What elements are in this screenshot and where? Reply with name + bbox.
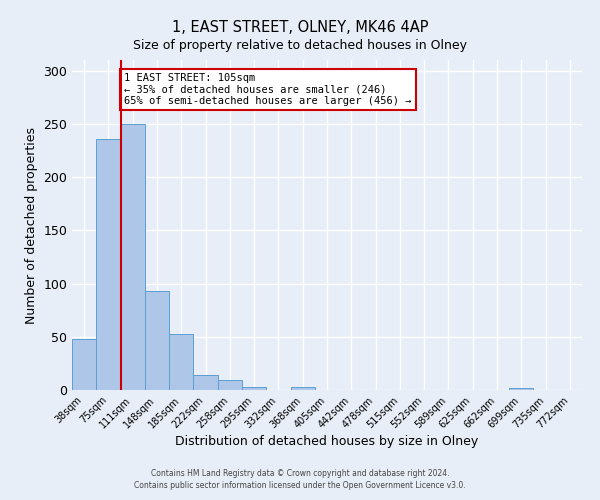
Text: Contains HM Land Registry data © Crown copyright and database right 2024.
Contai: Contains HM Land Registry data © Crown c…: [134, 468, 466, 490]
X-axis label: Distribution of detached houses by size in Olney: Distribution of detached houses by size …: [175, 436, 479, 448]
Bar: [121, 124, 145, 390]
Bar: [218, 380, 242, 390]
Bar: [169, 334, 193, 390]
Text: 1 EAST STREET: 105sqm
← 35% of detached houses are smaller (246)
65% of semi-det: 1 EAST STREET: 105sqm ← 35% of detached …: [124, 73, 412, 106]
Bar: [509, 388, 533, 390]
Bar: [290, 387, 315, 390]
Text: Size of property relative to detached houses in Olney: Size of property relative to detached ho…: [133, 40, 467, 52]
Y-axis label: Number of detached properties: Number of detached properties: [25, 126, 38, 324]
Bar: [145, 291, 169, 390]
Bar: [72, 339, 96, 390]
Bar: [193, 375, 218, 390]
Bar: [96, 139, 121, 390]
Text: 1, EAST STREET, OLNEY, MK46 4AP: 1, EAST STREET, OLNEY, MK46 4AP: [172, 20, 428, 35]
Bar: [242, 387, 266, 390]
